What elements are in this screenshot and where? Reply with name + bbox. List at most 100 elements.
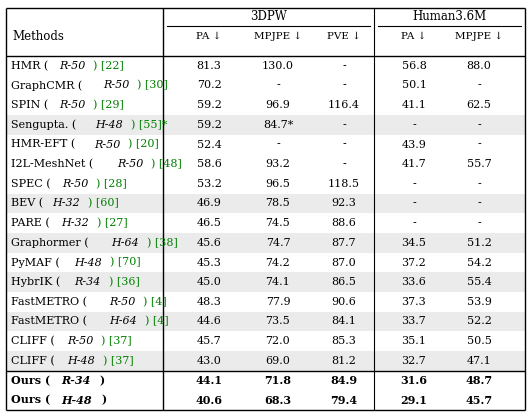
Text: Ours (: Ours ( <box>11 375 50 386</box>
Text: ) [30]: ) [30] <box>137 80 168 91</box>
Text: ) [20]: ) [20] <box>128 139 159 150</box>
Text: -: - <box>477 140 481 150</box>
Text: 81.2: 81.2 <box>331 356 356 366</box>
Text: HMR-EFT (: HMR-EFT ( <box>11 139 75 150</box>
Text: 52.2: 52.2 <box>467 316 491 326</box>
Text: 81.3: 81.3 <box>196 61 221 71</box>
Text: 44.6: 44.6 <box>196 316 221 326</box>
Text: ) [27]: ) [27] <box>97 218 127 228</box>
Text: R-50: R-50 <box>94 140 121 150</box>
Text: FastMETRO (: FastMETRO ( <box>11 297 87 307</box>
Text: 46.9: 46.9 <box>196 199 221 209</box>
Text: 41.1: 41.1 <box>401 100 426 110</box>
Text: 43.0: 43.0 <box>196 356 221 366</box>
Text: 84.9: 84.9 <box>330 375 357 386</box>
Text: Sengupta. (: Sengupta. ( <box>11 120 76 130</box>
Text: H-48: H-48 <box>62 395 92 405</box>
Text: H-48: H-48 <box>95 120 123 130</box>
Text: -: - <box>342 61 346 71</box>
Text: ) [29]: ) [29] <box>93 100 124 110</box>
Text: R-50: R-50 <box>117 159 143 169</box>
Text: HybrIK (: HybrIK ( <box>11 277 60 288</box>
Text: 59.2: 59.2 <box>196 100 221 110</box>
Text: 54.2: 54.2 <box>467 257 491 268</box>
Text: 88.6: 88.6 <box>331 218 356 228</box>
Text: 62.5: 62.5 <box>467 100 491 110</box>
Text: -: - <box>276 81 280 91</box>
Text: CLIFF (: CLIFF ( <box>11 336 55 347</box>
Bar <box>6 194 525 213</box>
Text: Methods: Methods <box>12 30 64 43</box>
Text: ) [38]: ) [38] <box>147 238 178 248</box>
Text: 56.8: 56.8 <box>401 61 426 71</box>
Text: 37.3: 37.3 <box>401 297 426 307</box>
Text: 37.2: 37.2 <box>401 257 426 268</box>
Text: 44.1: 44.1 <box>195 375 222 386</box>
Text: ) [60]: ) [60] <box>88 198 119 209</box>
Text: H-64: H-64 <box>111 238 139 248</box>
Text: 96.9: 96.9 <box>266 100 290 110</box>
Text: 34.5: 34.5 <box>401 238 426 248</box>
Text: Human3.6M: Human3.6M <box>413 10 486 23</box>
Text: ) [4]: ) [4] <box>145 316 169 327</box>
Text: R-50: R-50 <box>109 297 135 307</box>
Text: 45.0: 45.0 <box>196 277 221 287</box>
Text: -: - <box>412 120 416 130</box>
Text: 78.5: 78.5 <box>266 199 290 209</box>
Text: H-64: H-64 <box>109 316 137 326</box>
Text: -: - <box>477 199 481 209</box>
Text: 52.4: 52.4 <box>196 140 221 150</box>
Bar <box>6 351 525 371</box>
Text: 45.7: 45.7 <box>466 395 493 405</box>
Text: 87.7: 87.7 <box>332 238 356 248</box>
Text: 74.7: 74.7 <box>266 238 290 248</box>
Text: 86.5: 86.5 <box>331 277 356 287</box>
Text: H-32: H-32 <box>53 199 80 209</box>
Text: PA ↓: PA ↓ <box>401 31 427 41</box>
Text: 73.5: 73.5 <box>266 316 290 326</box>
Text: GraphCMR (: GraphCMR ( <box>11 80 82 91</box>
Text: 40.6: 40.6 <box>195 395 222 405</box>
Text: PVE ↓: PVE ↓ <box>327 31 361 41</box>
Text: ) [48]: ) [48] <box>151 159 182 169</box>
Text: 85.3: 85.3 <box>331 336 356 346</box>
Text: ) [70]: ) [70] <box>110 257 141 268</box>
Text: 79.4: 79.4 <box>330 395 357 405</box>
Text: 33.6: 33.6 <box>401 277 426 287</box>
Text: 71.8: 71.8 <box>264 375 292 386</box>
Text: ) [37]: ) [37] <box>103 356 134 366</box>
Text: -: - <box>342 120 346 130</box>
Text: 88.0: 88.0 <box>467 61 491 71</box>
Text: 96.5: 96.5 <box>266 179 290 189</box>
Text: 55.7: 55.7 <box>467 159 491 169</box>
Text: -: - <box>412 179 416 189</box>
Text: 45.3: 45.3 <box>196 257 221 268</box>
Text: MPJPE ↓: MPJPE ↓ <box>455 31 503 41</box>
Text: MPJPE ↓: MPJPE ↓ <box>254 31 302 41</box>
Text: 45.6: 45.6 <box>196 238 221 248</box>
Bar <box>6 115 525 135</box>
Text: 74.1: 74.1 <box>266 277 290 287</box>
Text: 33.7: 33.7 <box>401 316 426 326</box>
Text: Graphormer (: Graphormer ( <box>11 237 89 248</box>
Text: -: - <box>477 218 481 228</box>
Text: ) [4]: ) [4] <box>143 297 167 307</box>
Text: -: - <box>412 218 416 228</box>
Text: 74.2: 74.2 <box>266 257 290 268</box>
Text: 32.7: 32.7 <box>401 356 426 366</box>
Text: CLIFF (: CLIFF ( <box>11 356 55 366</box>
Text: 74.5: 74.5 <box>266 218 290 228</box>
Text: 51.2: 51.2 <box>467 238 491 248</box>
Text: H-48: H-48 <box>74 257 101 268</box>
Text: PARE (: PARE ( <box>11 218 50 228</box>
Text: 41.7: 41.7 <box>401 159 426 169</box>
Text: R-34: R-34 <box>74 277 101 287</box>
Text: Ours (: Ours ( <box>11 395 50 405</box>
Text: -: - <box>342 81 346 91</box>
Text: ): ) <box>101 395 106 405</box>
Text: R-50: R-50 <box>59 100 85 110</box>
Text: 92.3: 92.3 <box>331 199 356 209</box>
Text: 77.9: 77.9 <box>266 297 290 307</box>
Text: 3DPW: 3DPW <box>250 10 287 23</box>
Text: -: - <box>342 140 346 150</box>
